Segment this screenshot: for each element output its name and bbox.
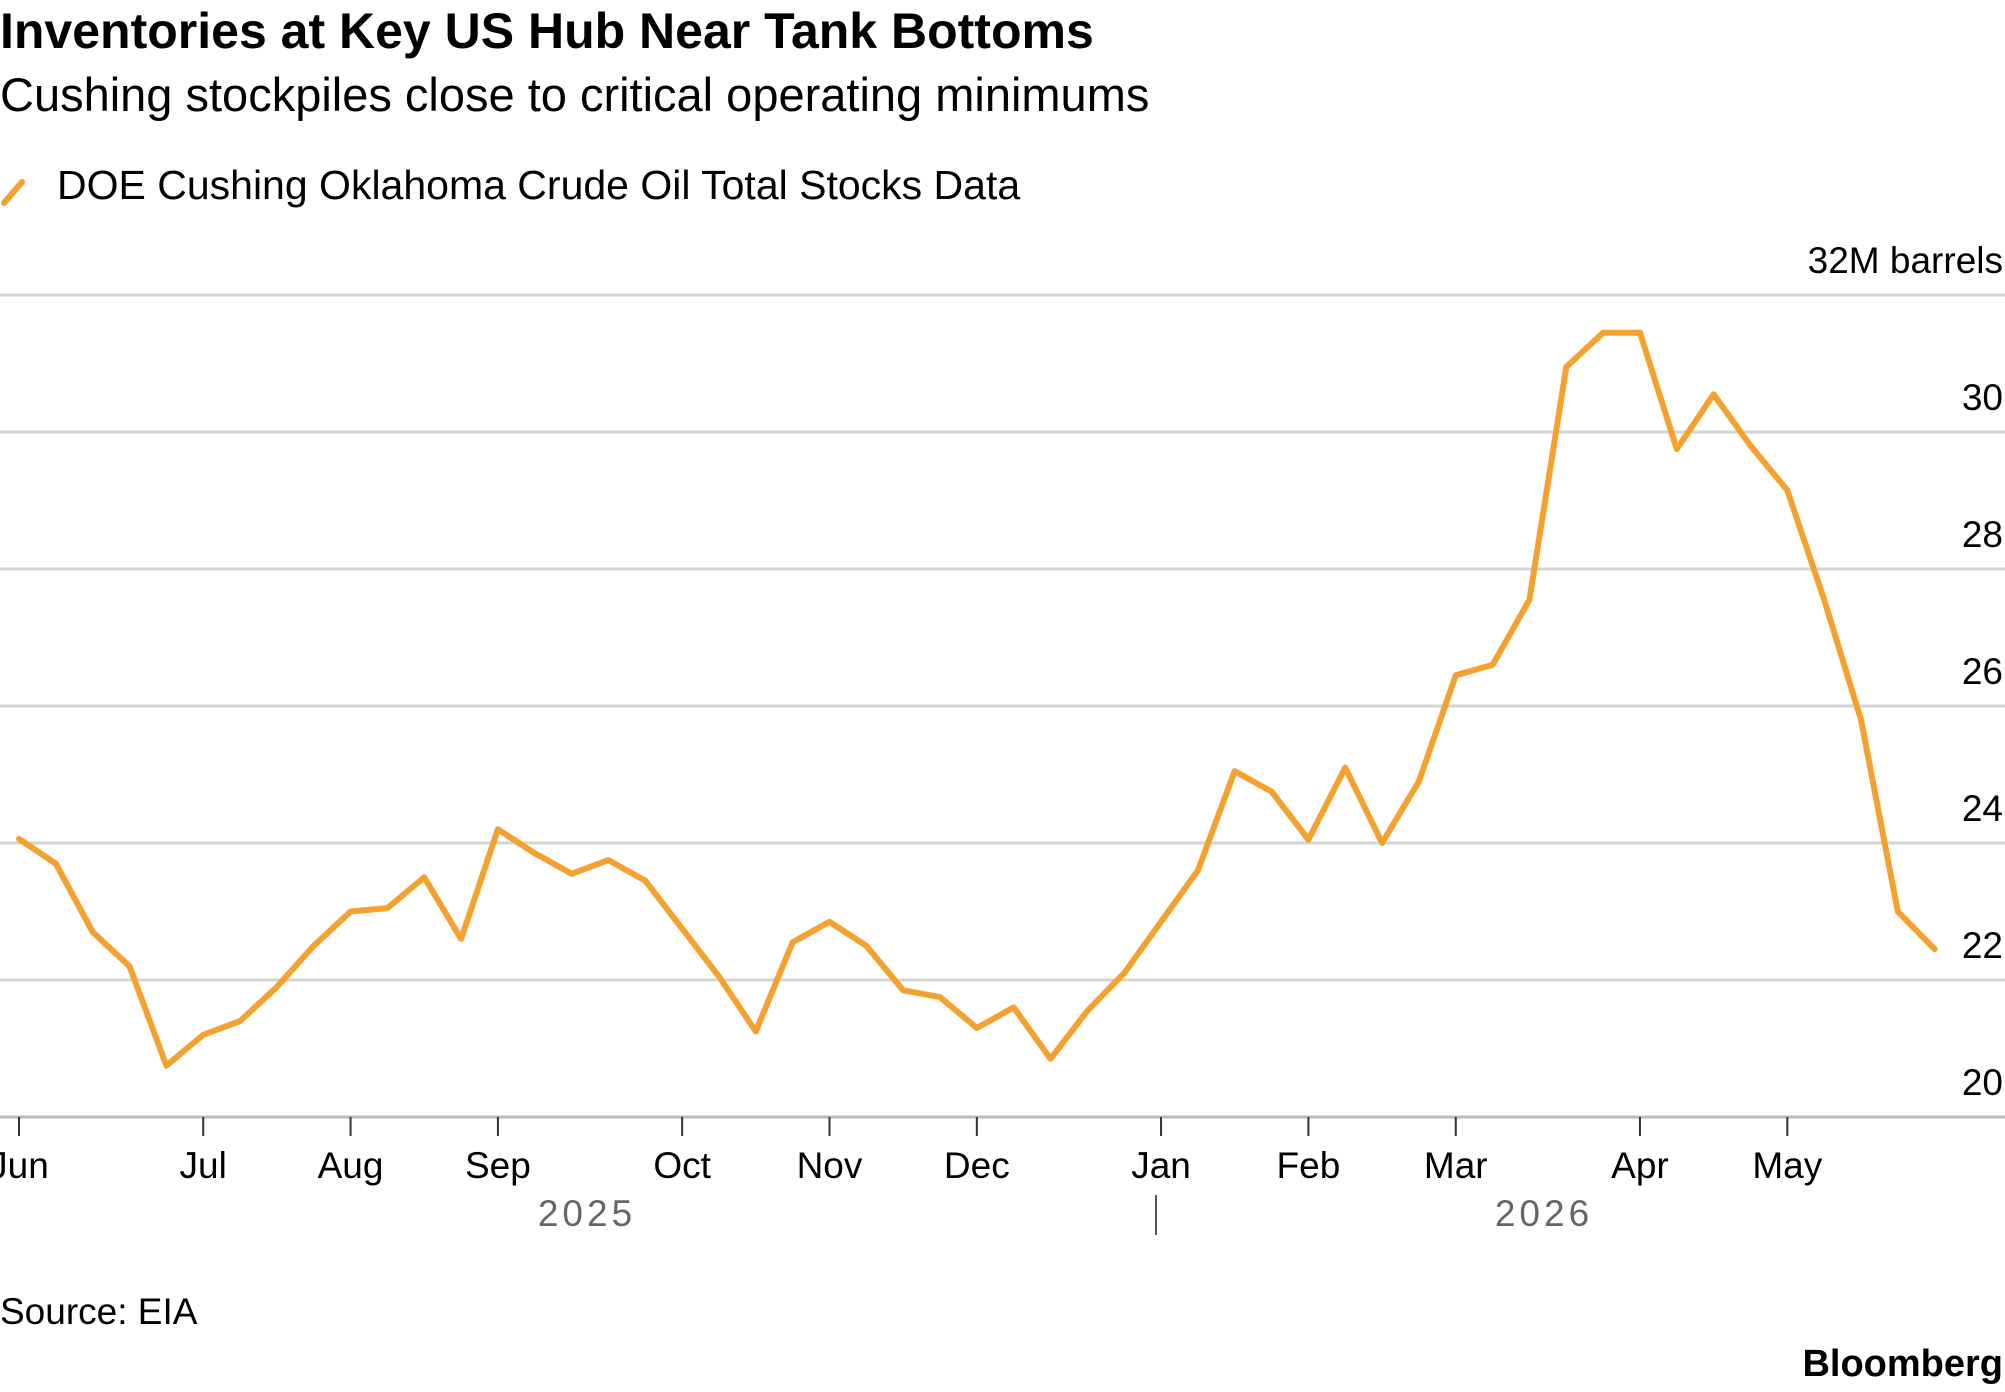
x-tick-label: Oct xyxy=(653,1145,711,1186)
x-tick-label: Jul xyxy=(180,1145,227,1186)
x-tick-label: Apr xyxy=(1611,1145,1669,1186)
y-tick-label: 24 xyxy=(1962,788,2003,829)
x-tick-label: Jun xyxy=(0,1145,49,1186)
year-label: 2026 xyxy=(1495,1193,1593,1234)
x-tick-label: Mar xyxy=(1424,1145,1488,1186)
x-tick-label: Dec xyxy=(944,1145,1010,1186)
y-tick-label: 30 xyxy=(1962,377,2003,418)
x-tick-label: Nov xyxy=(797,1145,863,1186)
x-tick-label: Aug xyxy=(318,1145,384,1186)
y-tick-label: 20 xyxy=(1962,1062,2003,1103)
brand: Bloomberg xyxy=(1802,1343,2003,1385)
data-line xyxy=(16,329,1938,1069)
x-tick-label: Feb xyxy=(1277,1145,1341,1186)
y-tick-label: 22 xyxy=(1962,925,2003,966)
y-tick-label: 26 xyxy=(1962,651,2003,692)
y-tick-label: 32M barrels xyxy=(1808,240,2003,281)
legend-swatch xyxy=(1,179,25,206)
chart-subtitle: Cushing stockpiles close to critical ope… xyxy=(0,68,1149,121)
y-tick-label: 28 xyxy=(1962,514,2003,555)
x-tick-label: May xyxy=(1752,1145,1822,1186)
source: Source: EIA xyxy=(0,1291,198,1332)
year-label: 2025 xyxy=(538,1193,636,1234)
x-tick-label: Jan xyxy=(1131,1145,1191,1186)
legend-label: DOE Cushing Oklahoma Crude Oil Total Sto… xyxy=(57,162,1020,208)
x-tick-label: Sep xyxy=(465,1145,531,1186)
chart-title: Inventories at Key US Hub Near Tank Bott… xyxy=(0,3,1094,59)
